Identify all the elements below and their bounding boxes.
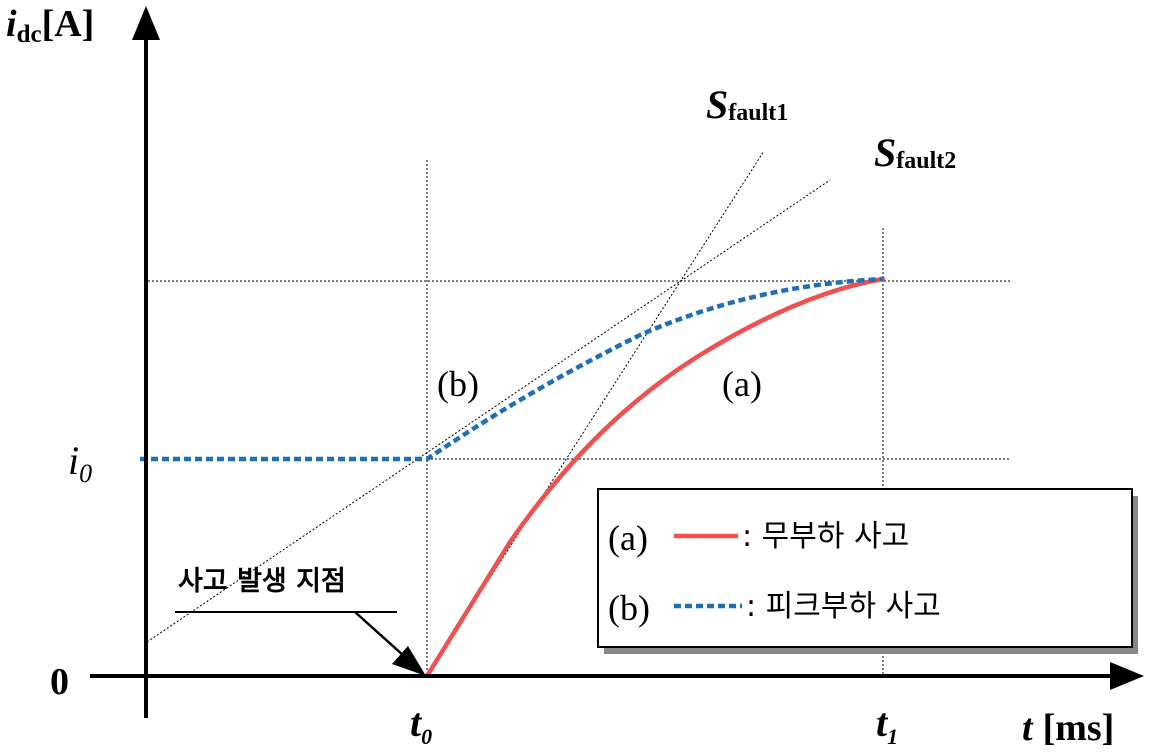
fault-point-label: 사고 발생 지점 [178, 566, 346, 597]
y-axis-label: idc[A] [6, 3, 94, 48]
curve-a-label: (a) [722, 364, 762, 404]
x-axis-label-unit: [ms] [1043, 707, 1115, 749]
i0-label: i0 [68, 438, 92, 488]
s-fault1-main: S [706, 82, 728, 127]
x-axis-label-main: t [1022, 707, 1034, 749]
origin-label: 0 [50, 661, 69, 703]
x-axis-label: t [ms] [1022, 707, 1114, 749]
curve-b-label: (b) [437, 364, 479, 404]
curve-a [424, 276, 886, 679]
t0-label-sub: 0 [421, 724, 432, 749]
s-fault2-label: Sfault2 [874, 130, 956, 175]
y-axis-label-unit: [A] [42, 3, 95, 45]
t1-label: t1 [876, 700, 898, 749]
x-axis-arrow [1110, 662, 1144, 690]
y-axis-label-sub: dc [17, 21, 42, 48]
s-fault2-line [146, 179, 831, 643]
legend-b-key: (b) [608, 588, 650, 628]
s-fault1-sub: fault1 [728, 100, 788, 126]
legend-a-key: (a) [608, 518, 648, 558]
i0-label-sub: 0 [79, 459, 92, 488]
t0-label: t0 [410, 700, 432, 749]
y-axis-arrow [132, 6, 160, 40]
legend-box [597, 488, 1133, 648]
s-fault2-sub: fault2 [896, 148, 956, 174]
y-axis-label-main: i [6, 3, 17, 45]
fault-point-arrowhead [392, 646, 426, 676]
legend-b-text: : 피크부하 사고 [746, 589, 941, 624]
legend-a-text: : 무부하 사고 [742, 519, 909, 554]
t0-label-main: t [410, 700, 423, 745]
t1-label-sub: 1 [887, 724, 898, 749]
i0-label-main: i [68, 438, 79, 483]
s-fault1-label: Sfault1 [706, 82, 788, 127]
s-fault2-main: S [874, 130, 896, 175]
curve-b [140, 276, 884, 462]
t1-label-main: t [876, 700, 889, 745]
fault-point-arrow [354, 611, 405, 657]
